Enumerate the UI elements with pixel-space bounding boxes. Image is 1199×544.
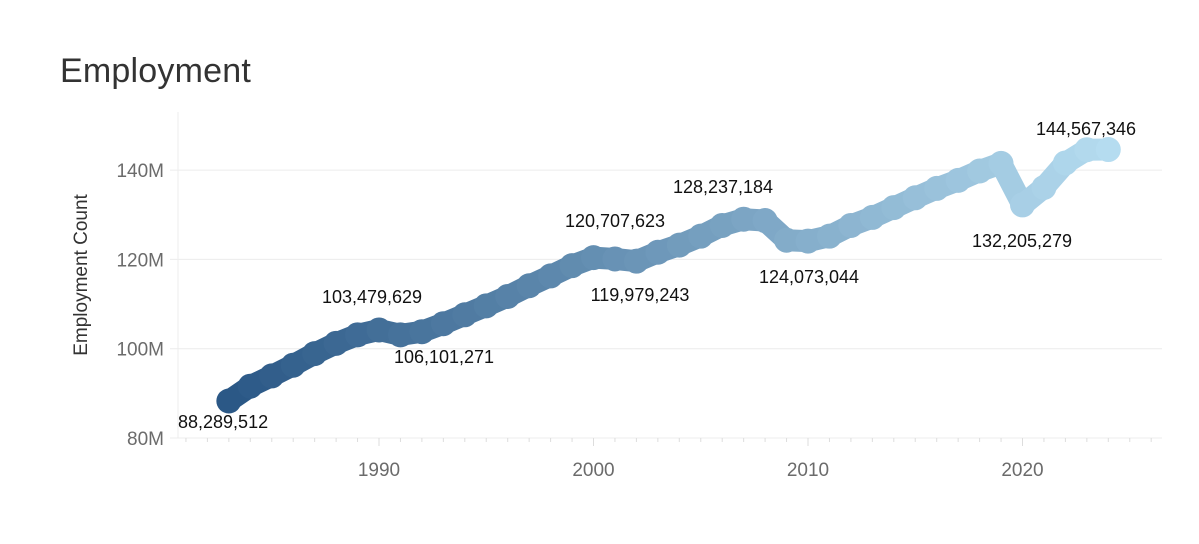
x-tick-label: 2000	[572, 460, 614, 481]
data-point[interactable]	[731, 206, 757, 232]
data-point[interactable]	[559, 253, 585, 279]
data-point[interactable]	[688, 223, 714, 249]
y-tick-label: 80M	[127, 429, 164, 450]
data-point[interactable]	[752, 208, 778, 234]
x-tick-label: 2020	[1001, 460, 1043, 481]
data-label: 128,237,184	[673, 177, 773, 197]
data-label: 132,205,279	[972, 231, 1072, 251]
data-point[interactable]	[366, 317, 392, 343]
data-point[interactable]	[967, 158, 993, 184]
data-point[interactable]	[774, 227, 800, 253]
data-point[interactable]	[430, 311, 456, 337]
data-point[interactable]	[1095, 137, 1121, 163]
data-point[interactable]	[859, 204, 885, 230]
y-axis-title: Employment Count	[71, 193, 92, 355]
data-point[interactable]	[452, 302, 478, 328]
data-point[interactable]	[602, 246, 628, 272]
data-point[interactable]	[538, 263, 564, 289]
data-markers	[216, 137, 1121, 414]
data-point[interactable]	[216, 388, 242, 414]
data-point[interactable]	[516, 273, 542, 299]
y-tick-label: 100M	[116, 340, 164, 361]
data-point[interactable]	[666, 232, 692, 258]
data-point[interactable]	[237, 373, 263, 399]
data-point[interactable]	[302, 341, 328, 367]
data-label: 124,073,044	[759, 267, 859, 287]
data-point[interactable]	[1052, 150, 1078, 176]
data-point[interactable]	[902, 185, 928, 211]
data-point[interactable]	[945, 167, 971, 193]
y-tick-label: 140M	[116, 161, 164, 182]
data-point[interactable]	[881, 195, 907, 221]
data-point[interactable]	[816, 223, 842, 249]
data-point[interactable]	[709, 212, 735, 238]
data-point[interactable]	[988, 150, 1014, 176]
data-label: 88,289,512	[178, 412, 268, 432]
data-label: 144,567,346	[1036, 119, 1136, 139]
data-label: 119,979,243	[591, 285, 690, 305]
data-point[interactable]	[495, 283, 521, 309]
x-tick-label: 2010	[787, 460, 829, 481]
data-point[interactable]	[1074, 137, 1100, 163]
data-point[interactable]	[323, 330, 349, 356]
data-point[interactable]	[924, 175, 950, 201]
data-point[interactable]	[473, 293, 499, 319]
data-point[interactable]	[387, 322, 413, 348]
data-point[interactable]	[1031, 175, 1057, 201]
data-label: 120,707,623	[565, 211, 665, 231]
data-point[interactable]	[259, 363, 285, 389]
data-label: 103,479,629	[322, 287, 422, 307]
data-labels: 88,289,512 103,479,629 106,101,271 120,707,…	[178, 119, 1136, 432]
data-point[interactable]	[838, 212, 864, 238]
x-tick-label: 1990	[358, 460, 400, 481]
data-point[interactable]	[345, 322, 371, 348]
data-point[interactable]	[1010, 192, 1035, 218]
data-point[interactable]	[623, 248, 649, 274]
data-point[interactable]	[645, 239, 671, 265]
data-label: 106,101,271	[394, 347, 494, 367]
data-point[interactable]	[581, 245, 606, 271]
chart-title: Employment	[60, 52, 251, 90]
axes: 80M 100M 120M 140M 1990 2000 2010 2020	[116, 161, 1152, 481]
y-tick-label: 120M	[116, 250, 164, 271]
data-point[interactable]	[795, 228, 821, 254]
data-point[interactable]	[409, 319, 435, 345]
data-point[interactable]	[280, 352, 306, 378]
